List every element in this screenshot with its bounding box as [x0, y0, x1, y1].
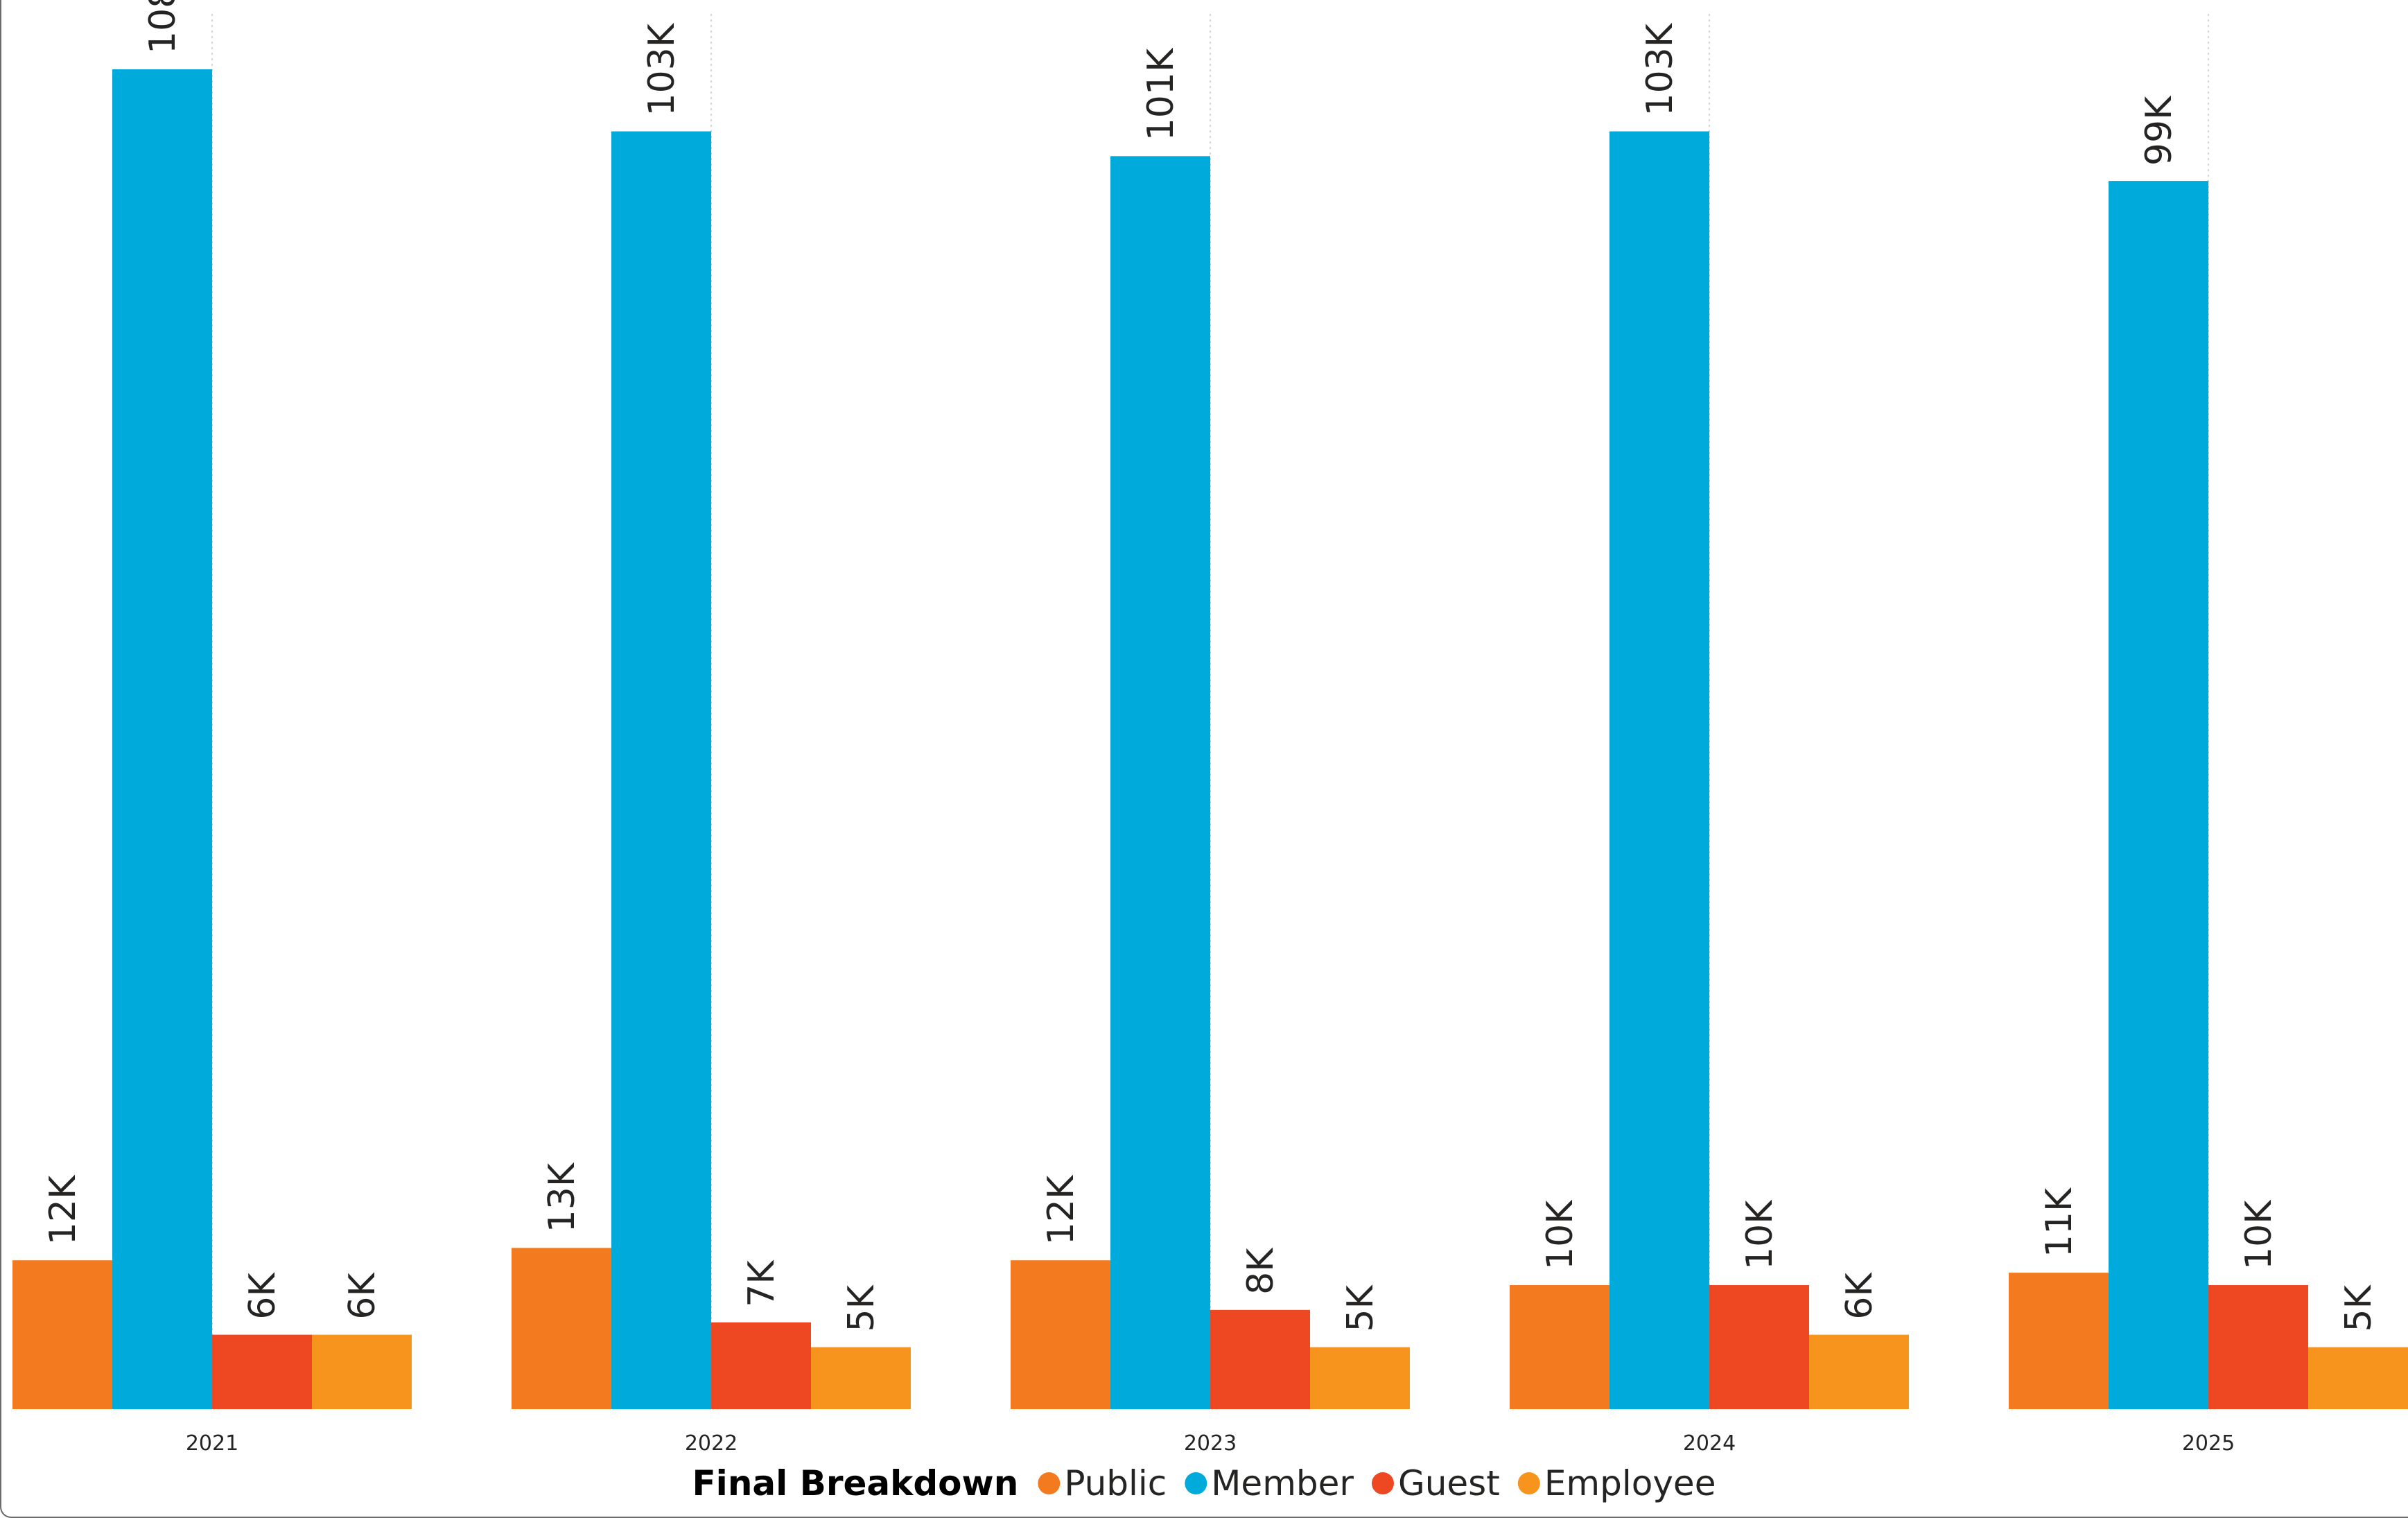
legend-title: Final Breakdown: [692, 1463, 1019, 1503]
data-label-public-2025: 11K: [2039, 1187, 2080, 1257]
bar-member-2022[interactable]: [611, 131, 711, 1410]
data-label-employee-2022: 5K: [841, 1284, 882, 1332]
data-labels: 12K 108K 6K 6K 13K 103K 7K 5K 12K 101K 8K 5K 10K 103K…: [42, 0, 2380, 1332]
data-label-member-2022: 103K: [641, 22, 683, 116]
legend-label-guest: Guest: [1398, 1463, 1500, 1503]
legend-marker-guest: [1371, 1472, 1394, 1494]
x-tick-label-2025: 2025: [2182, 1431, 2235, 1456]
legend-marker-employee: [1517, 1472, 1540, 1494]
legend-marker-public: [1038, 1472, 1061, 1494]
data-label-member-2023: 101K: [1140, 47, 1182, 141]
data-label-guest-2022: 7K: [741, 1259, 783, 1307]
x-tick-label-2021: 2021: [186, 1431, 238, 1456]
bar-guest-2022[interactable]: [711, 1322, 811, 1409]
legend-item-public[interactable]: Public: [1038, 1463, 1167, 1503]
legend-item-employee[interactable]: Employee: [1517, 1463, 1716, 1503]
data-label-member-2024: 103K: [1639, 22, 1681, 116]
legend-marker-member: [1185, 1472, 1207, 1494]
bar-public-2025[interactable]: [2009, 1273, 2109, 1409]
bar-member-2025[interactable]: [2109, 181, 2208, 1409]
bar-member-2021[interactable]: [112, 69, 212, 1409]
legend-item-guest[interactable]: Guest: [1371, 1463, 1500, 1503]
bar-employee-2025[interactable]: [2308, 1347, 2408, 1409]
data-label-employee-2024: 6K: [1839, 1272, 1881, 1320]
x-tick-label-2023: 2023: [1184, 1431, 1237, 1456]
data-label-guest-2024: 10K: [1739, 1199, 1781, 1270]
data-label-employee-2023: 5K: [1340, 1284, 1381, 1332]
legend[interactable]: Final Breakdown Public Member Guest Employee: [692, 1463, 1716, 1503]
bar-public-2021[interactable]: [12, 1260, 112, 1409]
bar-public-2023[interactable]: [1011, 1260, 1110, 1409]
data-label-guest-2021: 6K: [242, 1272, 283, 1320]
data-label-public-2023: 12K: [1040, 1174, 1082, 1245]
data-label-public-2022: 13K: [541, 1162, 583, 1232]
bar-employee-2021[interactable]: [312, 1334, 412, 1409]
data-label-guest-2023: 8K: [1240, 1247, 1282, 1295]
legend-label-employee: Employee: [1544, 1463, 1716, 1503]
data-label-member-2025: 99K: [2138, 95, 2180, 166]
bars: [12, 69, 2408, 1410]
bar-member-2024[interactable]: [1609, 131, 1709, 1410]
bar-guest-2024[interactable]: [1709, 1285, 1809, 1409]
data-label-guest-2025: 10K: [2238, 1199, 2280, 1270]
legend-label-member: Member: [1211, 1463, 1354, 1503]
bar-employee-2023[interactable]: [1310, 1347, 1410, 1409]
x-axis-tick-labels: 2021 2022 2023 2024 2025: [186, 1431, 2235, 1456]
x-tick-label-2024: 2024: [1683, 1431, 1736, 1456]
bar-guest-2025[interactable]: [2208, 1285, 2308, 1409]
data-label-public-2024: 10K: [1539, 1199, 1581, 1270]
bar-guest-2023[interactable]: [1210, 1309, 1310, 1409]
bar-guest-2021[interactable]: [212, 1334, 312, 1409]
data-label-member-2021: 108K: [142, 0, 184, 54]
legend-label-public: Public: [1064, 1463, 1167, 1503]
bar-public-2022[interactable]: [512, 1248, 611, 1409]
bar-public-2024[interactable]: [1510, 1285, 1609, 1409]
bar-employee-2024[interactable]: [1809, 1334, 1909, 1409]
data-label-public-2021: 12K: [42, 1174, 84, 1245]
data-label-employee-2025: 5K: [2338, 1284, 2380, 1332]
data-label-employee-2021: 6K: [342, 1272, 383, 1320]
legend-item-member[interactable]: Member: [1185, 1463, 1354, 1503]
bar-employee-2022[interactable]: [811, 1347, 911, 1409]
x-tick-label-2022: 2022: [685, 1431, 738, 1456]
bar-member-2023[interactable]: [1110, 156, 1210, 1410]
